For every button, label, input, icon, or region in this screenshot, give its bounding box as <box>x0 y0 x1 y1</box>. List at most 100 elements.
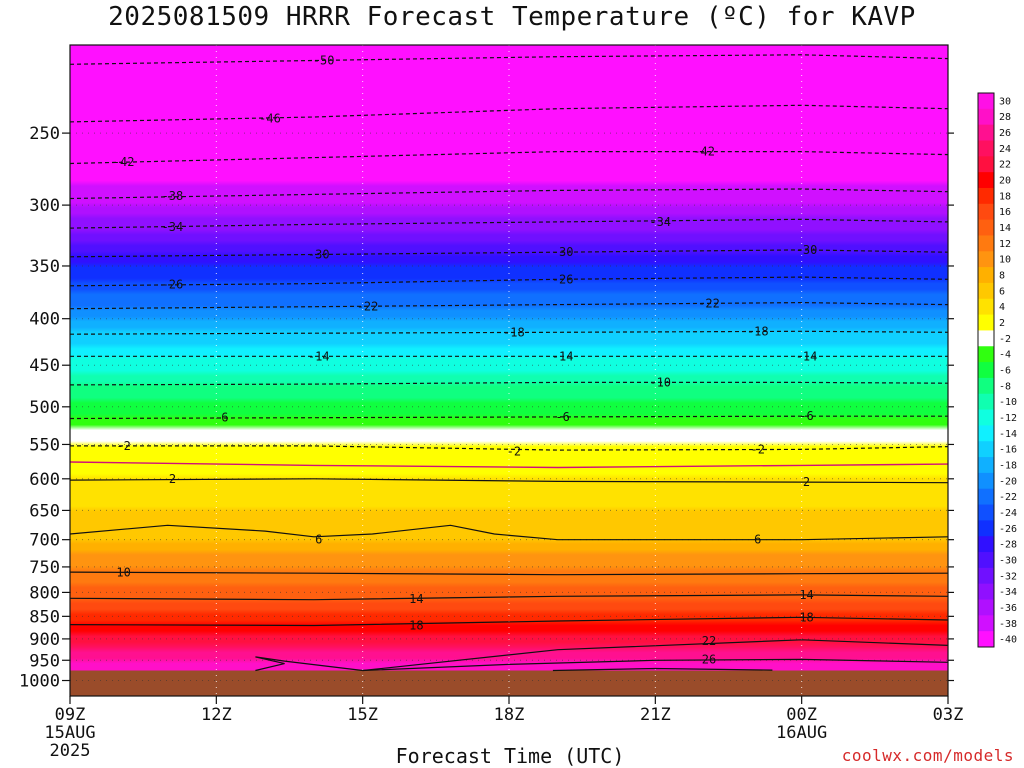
contour-label: 2 <box>169 472 176 486</box>
colorbar-cell <box>978 330 994 347</box>
colorbar-label: -16 <box>999 445 1017 456</box>
colorbar-cell <box>978 124 994 141</box>
contour-label: -10 <box>649 375 671 389</box>
colorbar-label: 24 <box>999 144 1011 155</box>
colorbar-legend: 30 28 26 24 22 20 18 16 14 12 10 8 6 4 2 -2 -4 -6 -8 -10 -12… <box>977 92 1017 648</box>
contour-line <box>69 616 949 627</box>
contour-line <box>69 478 949 484</box>
contour-label: -42 <box>693 145 715 159</box>
colorbar-cell <box>978 552 994 569</box>
colorbar-cell <box>978 488 994 506</box>
colorbar-cell <box>978 267 994 284</box>
colorbar-label: 2 <box>999 318 1005 329</box>
colorbar-frame <box>977 92 995 648</box>
y-tick-label: 750 <box>29 558 60 578</box>
contour-line <box>362 639 949 672</box>
colorbar-label: 12 <box>999 239 1011 250</box>
colorbar-label: -32 <box>999 571 1017 582</box>
contour-label: 18 <box>799 610 813 624</box>
contour-label: 10 <box>116 566 130 580</box>
colorbar-label: 8 <box>999 271 1005 282</box>
colorbar-label: 26 <box>999 128 1011 139</box>
colorbar-label: 14 <box>999 223 1011 234</box>
contour-label: -34 <box>162 220 184 234</box>
contour-line <box>69 301 949 310</box>
x-axis-label: Forecast Time (UTC) <box>395 744 625 768</box>
contour-label: 6 <box>754 533 761 547</box>
colorbar-cell <box>978 567 994 585</box>
colorbar-cell <box>978 203 994 221</box>
y-tick-label: 550 <box>29 435 60 455</box>
chart-title: 2025081509 HRRR Forecast Temperature (ºC… <box>108 2 916 32</box>
contour-label: -38 <box>162 189 184 203</box>
x-tick-sublabel: 15AUG <box>44 723 95 743</box>
colorbar-cell <box>978 187 994 205</box>
contour-label: -22 <box>698 297 720 311</box>
contour-label: -18 <box>747 324 769 338</box>
colorbar-cell <box>978 172 994 189</box>
colorbar-label: 18 <box>999 191 1011 202</box>
x-tick-label: 15Z <box>347 705 378 725</box>
x-tick-label: 09Z <box>55 705 86 725</box>
x-tick-sublabel: 2025 <box>50 741 91 761</box>
colorbar-label: -14 <box>999 429 1017 440</box>
colorbar-cell <box>978 599 994 616</box>
contour-label: -30 <box>796 243 818 257</box>
y-tick-label: 650 <box>29 501 60 521</box>
colorbar-label: 6 <box>999 286 1005 297</box>
contour-line <box>69 330 949 335</box>
contour-label: -30 <box>308 248 330 262</box>
colorbar-cell <box>978 631 994 648</box>
contour-label: -34 <box>649 215 671 229</box>
contour-label: -14 <box>552 349 574 363</box>
colorbar-cell <box>978 504 994 521</box>
colorbar-cell <box>978 583 994 601</box>
contour-label: 22 <box>702 634 716 648</box>
colorbar-cell <box>978 346 994 363</box>
colorbar-cell <box>978 298 994 316</box>
colorbar-label: 10 <box>999 255 1011 266</box>
colorbar-label: 22 <box>999 160 1011 171</box>
colorbar-cell <box>978 520 994 537</box>
contour-line <box>69 104 949 123</box>
contour-line <box>69 415 948 420</box>
colorbar-label: 28 <box>999 112 1011 123</box>
colorbar-cell <box>978 377 994 395</box>
x-tick-label: 00Z <box>786 705 817 725</box>
colorbar-label: -22 <box>999 492 1017 503</box>
contour-layer: -50-46-42-42-38-34 -34-30 -30 -30-26 -26-22-… <box>69 53 949 672</box>
colorbar-label: -6 <box>999 366 1011 377</box>
colorbar-label: -8 <box>999 381 1011 392</box>
colorbar-label: -40 <box>999 635 1017 646</box>
contour-label: -2 <box>751 442 765 456</box>
contour-label: -50 <box>313 53 335 67</box>
contour-line <box>70 445 949 451</box>
colorbar-cell <box>978 362 994 379</box>
colorbar-label: -10 <box>999 397 1017 408</box>
colorbar-label: -30 <box>999 555 1017 566</box>
colorbar-label: 30 <box>999 96 1011 107</box>
contour-line <box>69 594 949 601</box>
colorbar-label: -4 <box>999 350 1011 361</box>
contour-line <box>552 667 773 672</box>
contour-line <box>69 249 949 258</box>
colorbar-cell <box>978 108 994 126</box>
contour-label: -14 <box>308 349 330 363</box>
y-tick-label: 1000 <box>19 672 60 692</box>
colorbar-label: 16 <box>999 207 1011 218</box>
contour-label: 6 <box>315 533 322 547</box>
contour-label: -26 <box>552 272 574 286</box>
colorbar-label: -24 <box>999 508 1017 519</box>
colorbar-cell <box>978 93 994 110</box>
temperature-field <box>70 45 948 696</box>
y-tick-label: 850 <box>29 607 60 627</box>
colorbar-cell <box>978 457 994 474</box>
contour-line <box>69 524 949 541</box>
contour-label: -2 <box>116 439 130 453</box>
contour-label: 18 <box>409 619 423 633</box>
y-tick-label: 700 <box>29 531 60 551</box>
contour-line <box>69 381 949 386</box>
contour-label: 26 <box>702 652 716 666</box>
colorbar-label: -20 <box>999 476 1017 487</box>
